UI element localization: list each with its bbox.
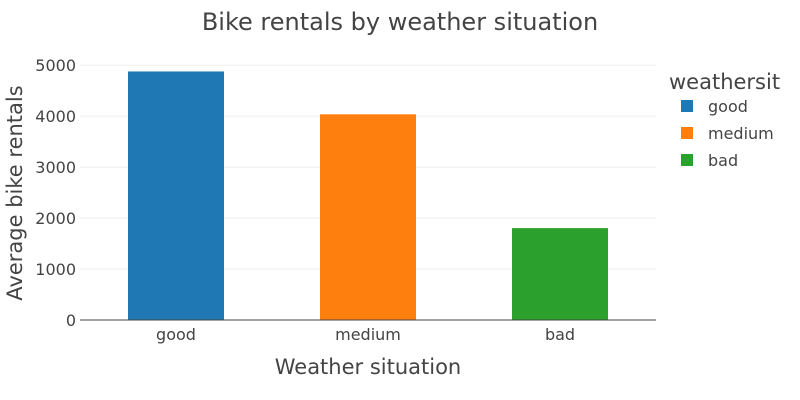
bar-good[interactable] — [128, 71, 224, 321]
legend-item-good[interactable]: good — [681, 97, 748, 116]
legend-swatch — [681, 127, 693, 139]
legend-item-medium[interactable]: medium — [681, 124, 774, 143]
y-tick-labels: 0 1000 2000 3000 4000 5000 — [35, 56, 76, 330]
y-tick-label: 5000 — [35, 56, 76, 75]
legend-label: medium — [708, 124, 774, 143]
bars — [128, 71, 608, 321]
x-tick-label: medium — [335, 325, 401, 344]
y-tick-label: 2000 — [35, 209, 76, 228]
legend-items: good medium bad — [681, 97, 774, 170]
y-tick-label: 0 — [66, 311, 76, 330]
chart-title: Bike rentals by weather situation — [202, 8, 598, 36]
legend[interactable]: weathersit good medium bad — [669, 70, 780, 170]
legend-label: bad — [708, 151, 738, 170]
y-tick-label: 4000 — [35, 107, 76, 126]
legend-swatch — [681, 154, 693, 166]
legend-label: good — [708, 97, 748, 116]
x-tick-label: bad — [545, 325, 575, 344]
y-tick-label: 3000 — [35, 158, 76, 177]
y-axis-title: Average bike rentals — [3, 85, 27, 300]
legend-swatch — [681, 100, 693, 112]
y-tick-label: 1000 — [35, 260, 76, 279]
bar-medium[interactable] — [320, 114, 416, 320]
x-tick-label: good — [156, 325, 196, 344]
legend-title: weathersit — [669, 70, 780, 94]
bar-bad[interactable] — [512, 228, 608, 320]
x-axis-title: Weather situation — [275, 355, 462, 379]
x-tick-labels: good medium bad — [156, 325, 575, 344]
legend-item-bad[interactable]: bad — [681, 151, 738, 170]
